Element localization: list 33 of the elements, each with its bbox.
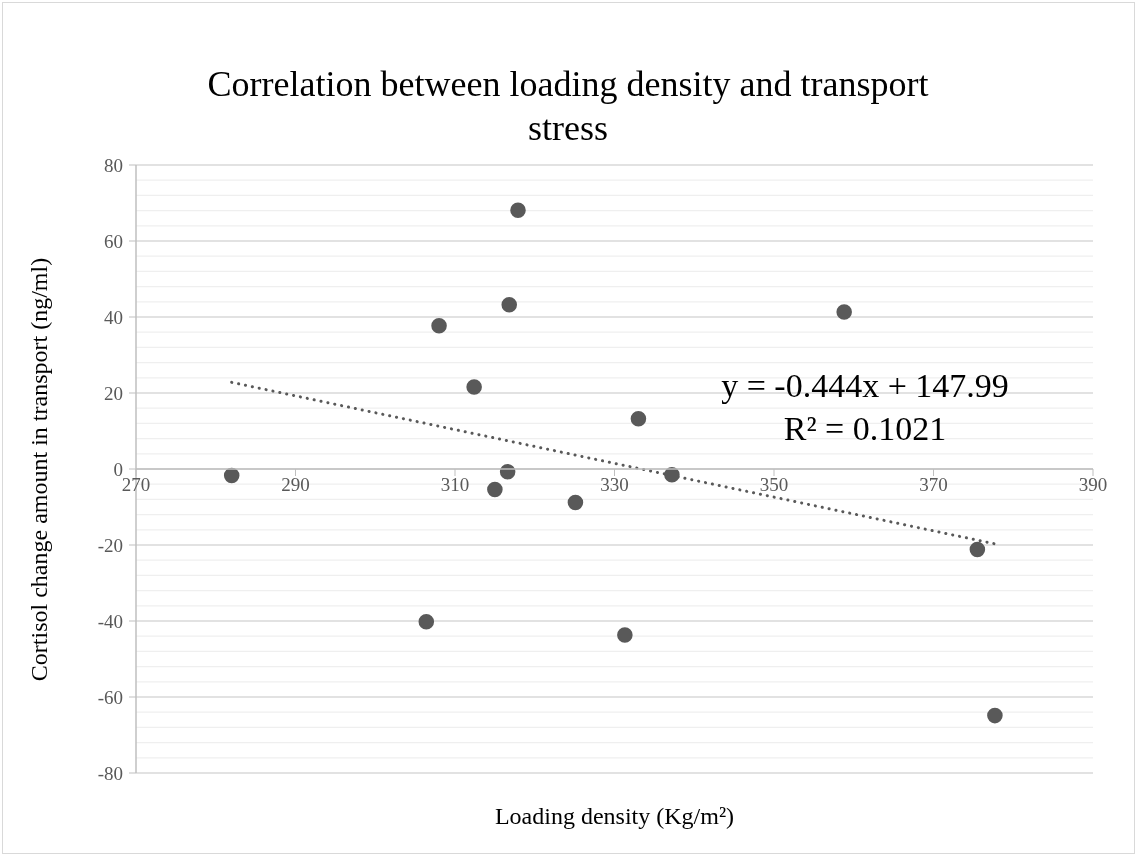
annotation: y = -0.444x + 147.99 bbox=[720, 366, 1010, 406]
x-tick-label: 310 bbox=[440, 474, 470, 496]
point bbox=[969, 541, 986, 558]
x-tick-label: 390 bbox=[1078, 474, 1108, 496]
point bbox=[630, 411, 647, 427]
y-tick-label: 20 bbox=[104, 382, 123, 404]
x-tick-label: 350 bbox=[759, 474, 789, 496]
y-tick-label: 40 bbox=[104, 306, 123, 328]
annotation: R² = 0.1021 bbox=[782, 409, 948, 449]
y-axis-title: Cortisol change amount in transport (ng/ml) bbox=[26, 257, 54, 681]
y-tick-label: 0 bbox=[113, 458, 123, 480]
y-tick-label: 80 bbox=[104, 154, 123, 176]
y-tick-label: -40 bbox=[97, 610, 123, 632]
point bbox=[501, 297, 518, 313]
chart-title: Correlation between loading density and transport stress bbox=[206, 63, 930, 150]
y-tick-label: -20 bbox=[97, 534, 123, 556]
point bbox=[510, 202, 526, 218]
x-tick-label: 270 bbox=[121, 474, 151, 496]
point bbox=[567, 494, 584, 511]
x-axis-title: Loading density (Kg/m²) bbox=[493, 803, 736, 830]
point bbox=[617, 627, 633, 643]
point bbox=[836, 304, 852, 320]
x-tick-label: 330 bbox=[600, 474, 629, 496]
point bbox=[418, 614, 435, 630]
point bbox=[987, 707, 1003, 724]
x-tick-label: 290 bbox=[281, 474, 310, 496]
y-tick-label: 60 bbox=[104, 230, 123, 252]
y-tick-label: -60 bbox=[97, 686, 123, 708]
y-tick-label: -80 bbox=[97, 762, 123, 784]
point bbox=[431, 317, 447, 334]
point bbox=[487, 481, 503, 498]
point bbox=[466, 379, 482, 395]
x-tick-label: 370 bbox=[919, 474, 948, 496]
